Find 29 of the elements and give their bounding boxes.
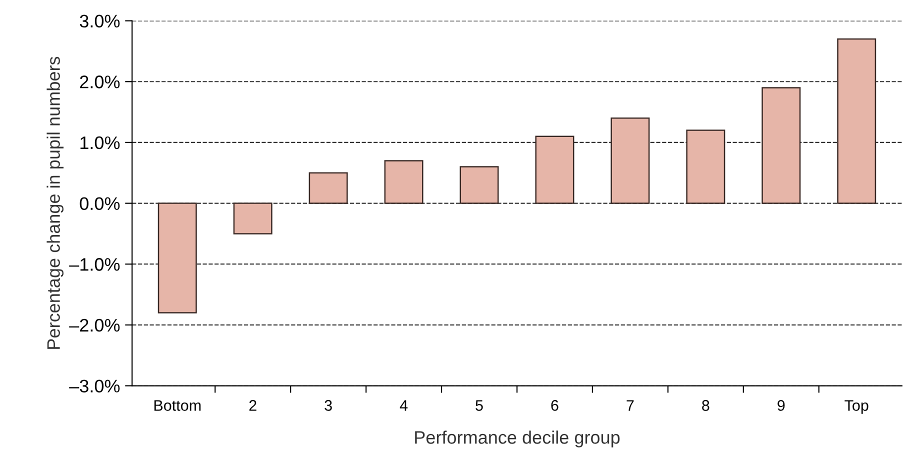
x-tick-label: 8 [702,400,710,411]
x-tick-label: 9 [778,400,785,411]
x-tick-label: 2 [249,400,256,411]
x-tick-label: 6 [551,400,558,411]
x-axis-title: Performance decile group [415,430,620,448]
bar [837,38,876,204]
x-tick-label: 5 [476,400,483,411]
y-tick-label: 1.0% [80,136,120,150]
y-tick-label: 2.0% [80,76,120,88]
bar [308,172,348,204]
x-tick-label: 4 [400,400,408,411]
y-tick-label: –3.0% [69,380,120,392]
y-tick-label: 3.0% [80,14,120,28]
bar [158,202,197,314]
y-tick-label: 0.0% [80,197,120,210]
x-tick-label: Top [844,400,868,414]
y-axis-title: Percentage change in pupil numbers [46,56,64,349]
x-tick-label: Bottom [154,400,201,411]
bar [233,202,272,234]
bar [384,160,424,204]
y-tick-label: –1.0% [69,258,120,271]
x-tick-label: 3 [324,400,332,411]
bar [535,136,574,204]
bar [460,166,499,204]
y-tick-label: –2.0% [69,318,120,332]
bar [686,130,726,204]
bar [610,117,650,204]
x-tick-label: 7 [626,400,634,411]
bar [762,87,801,204]
